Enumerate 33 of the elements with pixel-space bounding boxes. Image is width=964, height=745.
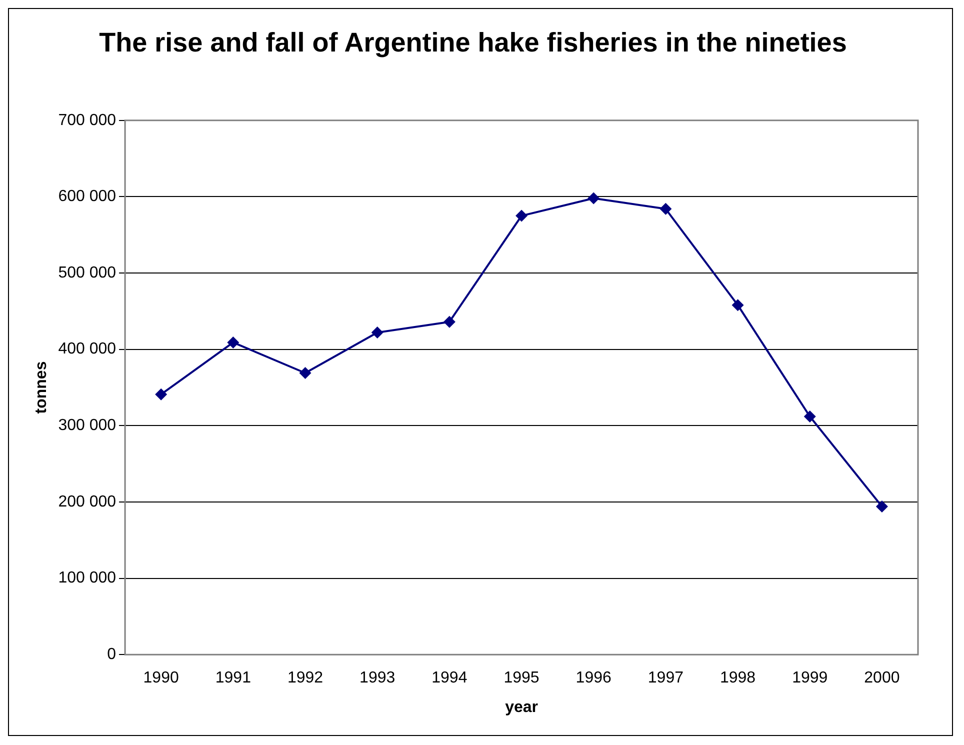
point [299, 367, 312, 379]
point [155, 388, 168, 400]
y-tick-label: 300 000 [58, 417, 116, 434]
y-axis-title: tonnes [33, 361, 50, 414]
x-axis-title: year [505, 698, 538, 716]
x-tick-label: 1994 [432, 670, 468, 687]
y-tick-label: 0 [107, 646, 116, 664]
point [588, 192, 600, 204]
point [876, 500, 888, 513]
y-tick-label: 700 000 [58, 112, 116, 129]
point [371, 326, 384, 339]
point [804, 410, 816, 422]
x-tick-label: 1990 [143, 670, 179, 687]
x-tick-label: 1992 [287, 670, 324, 687]
x-tick-label: 2000 [864, 670, 900, 687]
point [732, 299, 744, 312]
point [443, 316, 456, 328]
x-tick-label: 1993 [360, 670, 396, 687]
x-tick-label: 1991 [215, 670, 252, 687]
point [227, 336, 240, 348]
point [516, 210, 528, 222]
point [660, 202, 672, 215]
chart-title: The rise and fall of Argentine hake fisheries in the nineties [99, 28, 847, 58]
x-tick-label: 1999 [792, 670, 828, 687]
x-tick-label: 1995 [504, 670, 540, 687]
y-tick-label: 100 000 [58, 570, 116, 587]
y-tick-label: 600 000 [58, 188, 116, 206]
x-tick-label: 1997 [648, 670, 684, 687]
x-tick-label: 1998 [720, 670, 756, 687]
x-tick-label: 1996 [576, 670, 612, 687]
y-tick-label: 400 000 [58, 340, 116, 358]
y-tick-label: 200 000 [58, 493, 116, 510]
y-tick-label: 500 000 [58, 264, 116, 282]
